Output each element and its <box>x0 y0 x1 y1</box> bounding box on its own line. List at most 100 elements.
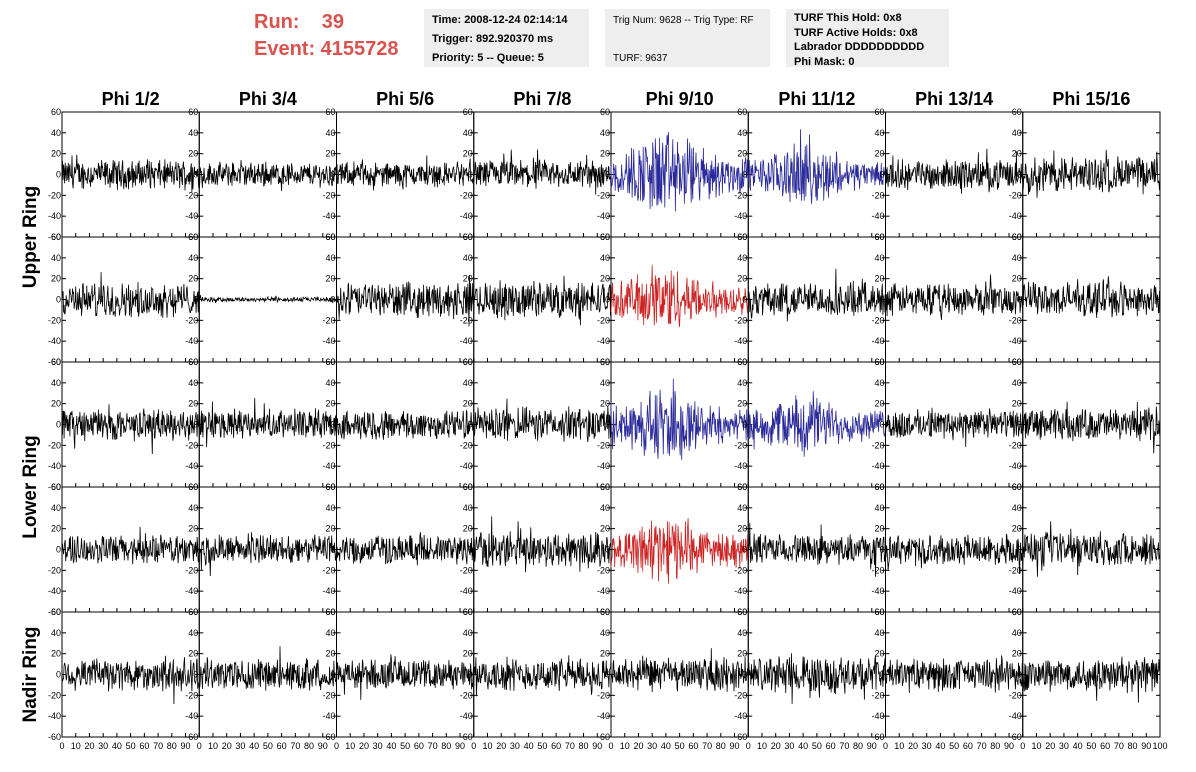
y-tick-label: 60 <box>325 482 335 492</box>
waveform-trace <box>610 132 749 212</box>
x-tick-label: 50 <box>812 741 822 751</box>
y-tick-label: 20 <box>600 649 610 659</box>
x-tick-label: 0 <box>746 741 751 751</box>
y-tick-label: 60 <box>1012 607 1022 617</box>
y-tick-label: 40 <box>1012 253 1022 263</box>
x-tick-label: 0 <box>334 741 339 751</box>
y-tick-label: -20 <box>871 565 884 575</box>
y-tick-label: 20 <box>874 524 884 534</box>
x-tick-label: 90 <box>730 741 740 751</box>
y-tick-label: -20 <box>460 315 473 325</box>
x-tick-label: 100 <box>1152 741 1167 751</box>
x-tick-label: 80 <box>1128 741 1138 751</box>
y-tick-label: -20 <box>460 440 473 450</box>
y-tick-label: 0 <box>605 170 610 180</box>
x-tick-label: 80 <box>990 741 1000 751</box>
y-tick-label: 20 <box>51 649 61 659</box>
y-tick-label: -40 <box>460 461 473 471</box>
y-tick-label: 20 <box>463 149 473 159</box>
y-tick-label: 0 <box>879 545 884 555</box>
panel-frame <box>336 111 475 238</box>
waveform-trace <box>885 148 1024 194</box>
y-tick-label: 20 <box>874 149 884 159</box>
y-tick-label: 0 <box>468 170 473 180</box>
x-tick-label: 30 <box>510 741 520 751</box>
row-group-title: Nadir Ring <box>20 626 41 722</box>
x-tick-label: 60 <box>1100 741 1110 751</box>
waveform-trace <box>1022 401 1161 454</box>
y-tick-label: -60 <box>48 607 61 617</box>
y-tick-label: 60 <box>600 232 610 242</box>
x-tick-label: 90 <box>867 741 877 751</box>
y-tick-label: 40 <box>463 128 473 138</box>
x-tick-label: 70 <box>428 741 438 751</box>
waveform-trace <box>336 274 475 327</box>
y-tick-label: -20 <box>185 440 198 450</box>
x-tick-label: 70 <box>290 741 300 751</box>
x-tick-label: 30 <box>784 741 794 751</box>
y-tick-label: -40 <box>460 211 473 221</box>
waveform-trace <box>1022 521 1161 577</box>
x-tick-label: 90 <box>318 741 328 751</box>
waveform-trace <box>473 149 612 195</box>
y-tick-label: 60 <box>463 107 473 117</box>
y-tick-label: 60 <box>737 107 747 117</box>
y-tick-label: 20 <box>874 399 884 409</box>
x-tick-label: 40 <box>661 741 671 751</box>
y-tick-label: 0 <box>468 670 473 680</box>
x-tick-label: 30 <box>235 741 245 751</box>
waveform-trace <box>610 648 749 693</box>
y-tick-label: 60 <box>325 107 335 117</box>
turf-info-box: TURF This Hold: 0x8 TURF Active Holds: 0… <box>786 9 949 68</box>
x-tick-label: 10 <box>1031 741 1041 751</box>
y-tick-label: 60 <box>325 232 335 242</box>
y-tick-label: -20 <box>734 315 747 325</box>
x-tick-label: 70 <box>977 741 987 751</box>
x-tick-label: 60 <box>963 741 973 751</box>
y-tick-label: -20 <box>322 565 335 575</box>
x-tick-label: 20 <box>222 741 232 751</box>
row-group-title: Lower Ring <box>20 435 41 538</box>
y-tick-label: 20 <box>600 524 610 534</box>
y-tick-label: 40 <box>737 128 747 138</box>
waveform-trace <box>473 655 612 697</box>
y-tick-label: 0 <box>742 295 747 305</box>
y-tick-label: 60 <box>600 482 610 492</box>
y-tick-label: -20 <box>460 190 473 200</box>
y-tick-label: -40 <box>597 586 610 596</box>
y-tick-label: 60 <box>463 232 473 242</box>
y-tick-label: -20 <box>871 690 884 700</box>
x-tick-label: 40 <box>386 741 396 751</box>
y-tick-label: -20 <box>48 190 61 200</box>
y-tick-label: 20 <box>600 149 610 159</box>
y-tick-label: 40 <box>463 503 473 513</box>
x-tick-label: 50 <box>126 741 136 751</box>
y-tick-label: 40 <box>1012 378 1022 388</box>
y-tick-label: 60 <box>600 107 610 117</box>
x-tick-label: 40 <box>524 741 534 751</box>
y-tick-label: 0 <box>605 545 610 555</box>
y-tick-label: -40 <box>597 711 610 721</box>
y-tick-label: 60 <box>463 357 473 367</box>
waveform-trace <box>747 522 886 577</box>
y-tick-label: 0 <box>1017 670 1022 680</box>
y-tick-label: 20 <box>51 524 61 534</box>
y-tick-label: -20 <box>597 690 610 700</box>
x-tick-label: 0 <box>471 741 476 751</box>
y-tick-label: 60 <box>737 482 747 492</box>
y-tick-label: -20 <box>597 565 610 575</box>
y-tick-label: 20 <box>1012 649 1022 659</box>
y-tick-label: 0 <box>742 420 747 430</box>
time-info-box: Time: 2008-12-24 02:14:14 Trigger: 892.9… <box>424 9 589 67</box>
row-group-title: Upper Ring <box>20 186 41 288</box>
y-tick-label: 0 <box>330 420 335 430</box>
y-tick-label: 0 <box>1017 420 1022 430</box>
y-tick-label: 0 <box>879 295 884 305</box>
y-tick-label: 20 <box>51 399 61 409</box>
y-tick-label: 20 <box>737 649 747 659</box>
y-tick-label: 60 <box>874 607 884 617</box>
x-tick-label: 70 <box>1114 741 1124 751</box>
x-tick-label: 50 <box>263 741 273 751</box>
y-tick-label: 0 <box>56 670 61 680</box>
y-tick-label: -40 <box>185 711 198 721</box>
